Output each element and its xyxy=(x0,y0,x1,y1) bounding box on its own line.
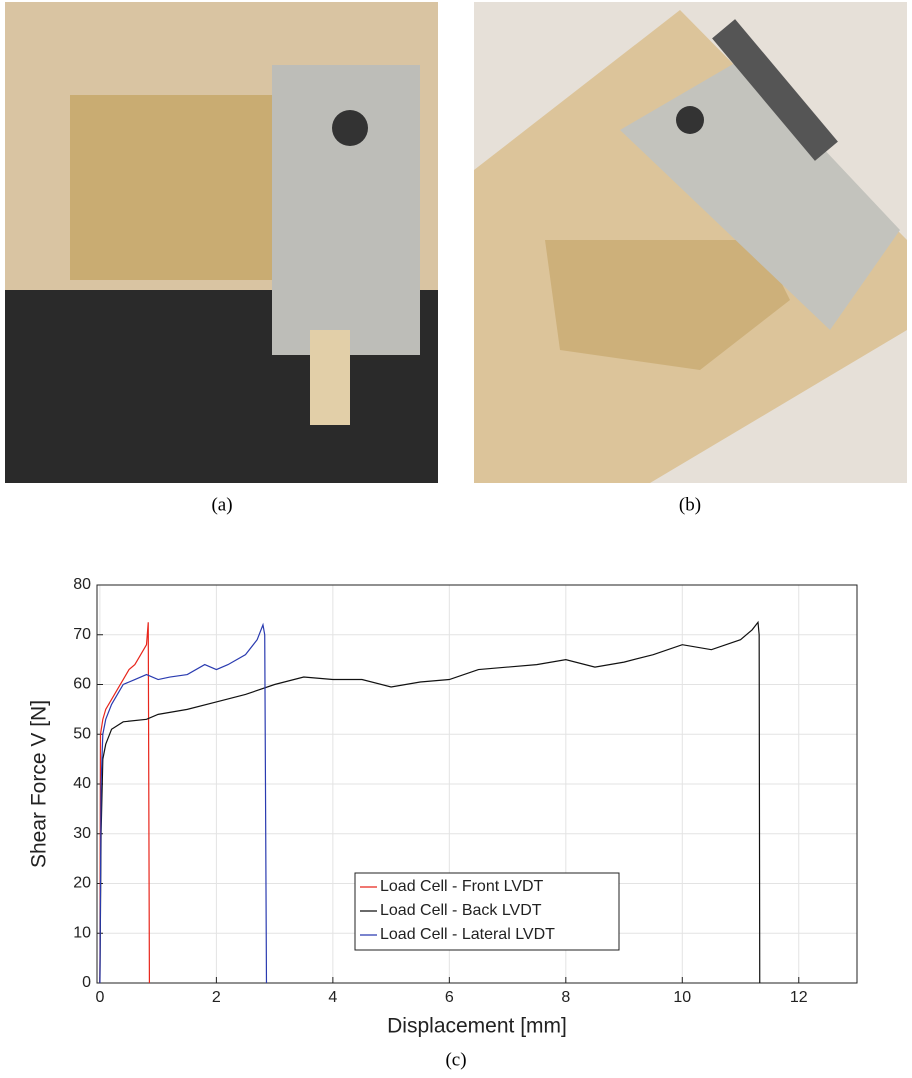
chart: 0 2 4 6 8 10 12 0 10 20 30 40 50 60 70 80 Displacement [… xyxy=(28,576,857,1037)
caption: (a) xyxy=(211,494,232,515)
photo-a xyxy=(5,2,438,483)
y-tick-label: 40 xyxy=(73,775,91,792)
y-tick-label: 10 xyxy=(73,924,91,941)
legend-label: Load Cell - Back LVDT xyxy=(380,902,542,919)
figure: (a) (b) (c) 0 2 4 6 8 10 12 0 10 20 30 40 50 60 70 80 Di… xyxy=(0,0,912,1078)
y-axis-label: Shear Force V [N] xyxy=(28,700,51,868)
legend-label: Load Cell - Front LVDT xyxy=(380,878,544,895)
figure-page: (a) (b) (c) 0 2 4 6 8 10 12 0 10 20 30 40 50 60 70 80 Di… xyxy=(0,0,912,1078)
x-tick-label: 6 xyxy=(445,989,454,1006)
caption: (c) xyxy=(445,1049,466,1070)
legend-label: Load Cell - Lateral LVDT xyxy=(380,926,555,943)
y-tick-label: 30 xyxy=(73,825,91,842)
y-tick-label: 70 xyxy=(73,626,91,643)
x-axis-label: Displacement [mm] xyxy=(387,1015,567,1038)
y-tick-label: 20 xyxy=(73,875,91,892)
y-tick-label: 80 xyxy=(73,576,91,593)
y-tick-label: 50 xyxy=(73,725,91,742)
x-tick-label: 10 xyxy=(673,989,691,1006)
photo-b xyxy=(474,2,907,483)
y-tick-label: 0 xyxy=(82,974,91,991)
x-tick-label: 2 xyxy=(212,989,221,1006)
x-tick-label: 12 xyxy=(790,989,808,1006)
x-tick-label: 8 xyxy=(561,989,570,1006)
y-tick-label: 60 xyxy=(73,676,91,693)
x-tick-label: 0 xyxy=(95,989,104,1006)
x-tick-label: 4 xyxy=(328,989,337,1006)
caption: (b) xyxy=(679,494,701,515)
